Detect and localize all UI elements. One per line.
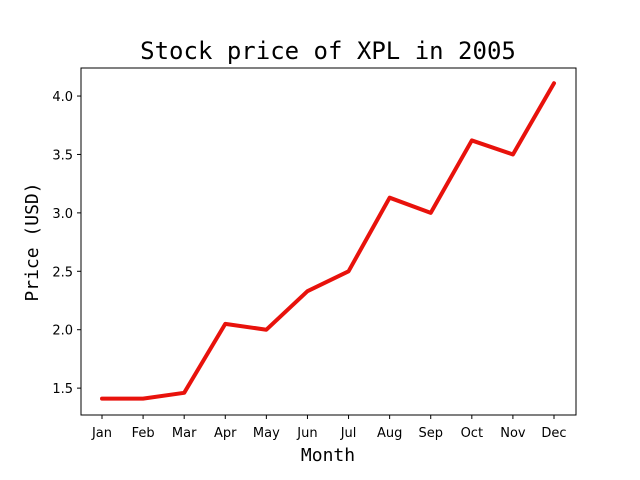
y-axis-label: Price (USD): [22, 182, 43, 301]
y-tick-label: 4.0: [52, 90, 73, 105]
x-tick-label: Oct: [461, 426, 483, 441]
x-tick-label: Feb: [132, 426, 155, 441]
x-tick-label: Mar: [172, 426, 197, 441]
x-tick-label: Jan: [91, 426, 112, 441]
x-tick-label: May: [253, 426, 280, 441]
x-tick-label: Jul: [340, 426, 357, 441]
x-tick-label: Jun: [296, 426, 317, 441]
x-axis-ticks: Jan Feb Mar Apr May Jun Jul Aug Sep Oct Nov Dec: [91, 415, 567, 441]
x-axis-label: Month: [301, 445, 355, 466]
y-axis-ticks: 1.5 2.0 2.5 3.0 3.5 4.0: [52, 90, 81, 397]
price-series-line: [100, 81, 556, 401]
x-tick-label: Aug: [377, 426, 402, 441]
y-tick-label: 2.0: [52, 324, 73, 339]
y-tick-label: 2.5: [52, 265, 73, 280]
x-tick-label: Nov: [500, 426, 526, 441]
y-tick-label: 1.5: [52, 382, 73, 397]
y-tick-label: 3.5: [52, 148, 73, 163]
chart-title: Stock price of XPL in 2005: [140, 37, 516, 65]
y-tick-label: 3.0: [52, 207, 73, 222]
plot-area-frame: [80, 67, 577, 416]
x-tick-label: Dec: [541, 426, 566, 441]
x-tick-label: Apr: [214, 426, 237, 441]
x-tick-label: Sep: [418, 426, 443, 441]
